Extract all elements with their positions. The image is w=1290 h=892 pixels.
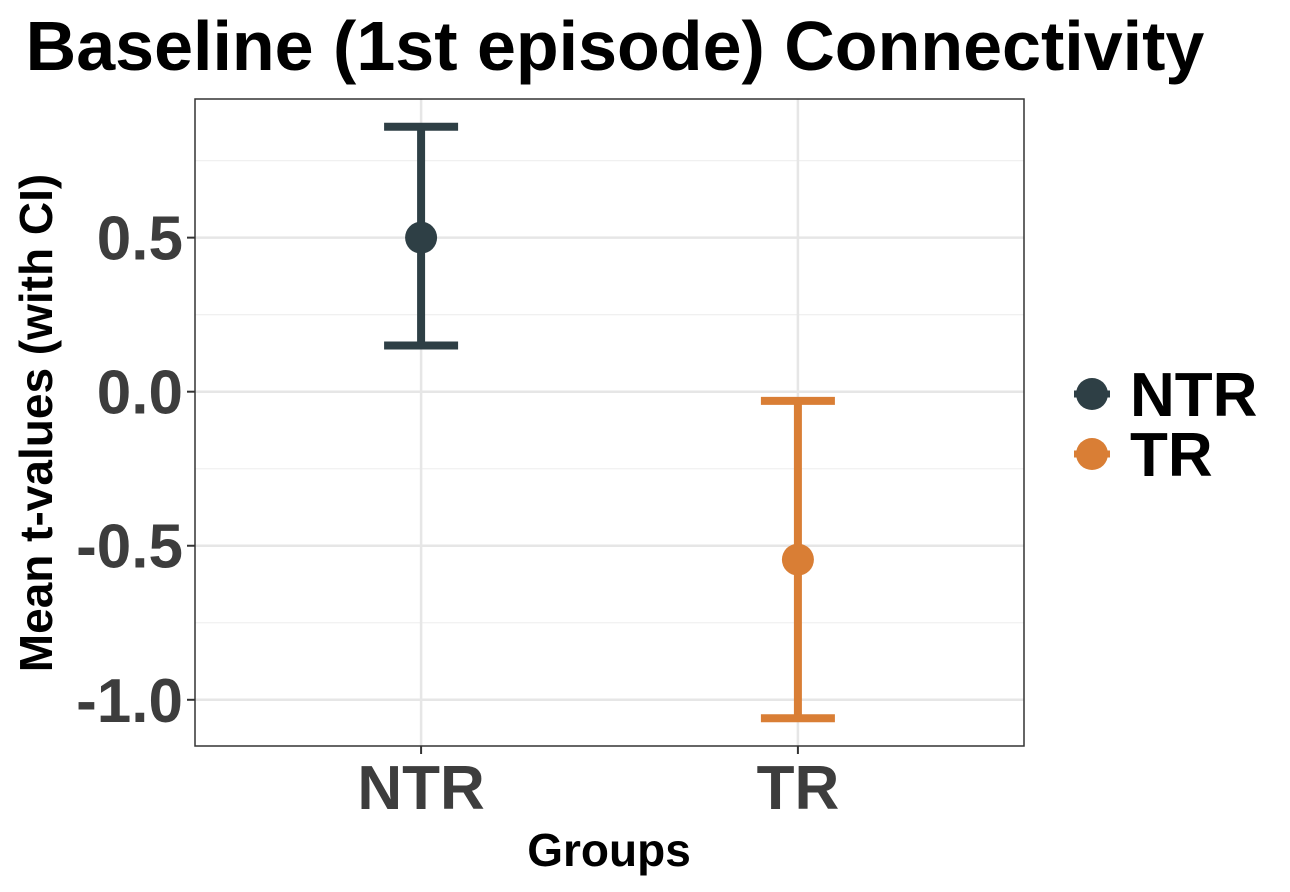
y-tick-label: 0.5 [97, 205, 183, 274]
legend-label-tr: TR [1130, 421, 1213, 490]
y-tick-label: 0.0 [97, 359, 183, 428]
plot-grid [195, 99, 1024, 746]
x-tick-label: TR [757, 754, 840, 823]
x-tick-label: NTR [357, 754, 484, 823]
legend-key-point [1076, 378, 1108, 410]
error-bars [384, 122, 835, 723]
legend-key-point [1076, 438, 1108, 470]
y-axis-title: Mean t-values (with CI) [10, 174, 62, 672]
legend-key-tr [1074, 438, 1110, 470]
y-axis: -1.0 -0.5 0.0 0.5 [76, 205, 195, 736]
data-points [405, 221, 814, 576]
plot-panel [194, 98, 1025, 747]
x-axis: NTR TR [357, 746, 839, 823]
x-axis-title: Groups [527, 824, 691, 876]
legend-label-ntr: NTR [1130, 361, 1257, 430]
y-tick-label: -1.0 [76, 667, 183, 736]
chart-title: Baseline (1st episode) Connectivity [26, 7, 1205, 85]
y-tick-label: -0.5 [76, 513, 183, 582]
data-point-ntr [405, 221, 438, 254]
data-point-tr [781, 543, 814, 576]
legend-key-ntr [1074, 378, 1110, 410]
